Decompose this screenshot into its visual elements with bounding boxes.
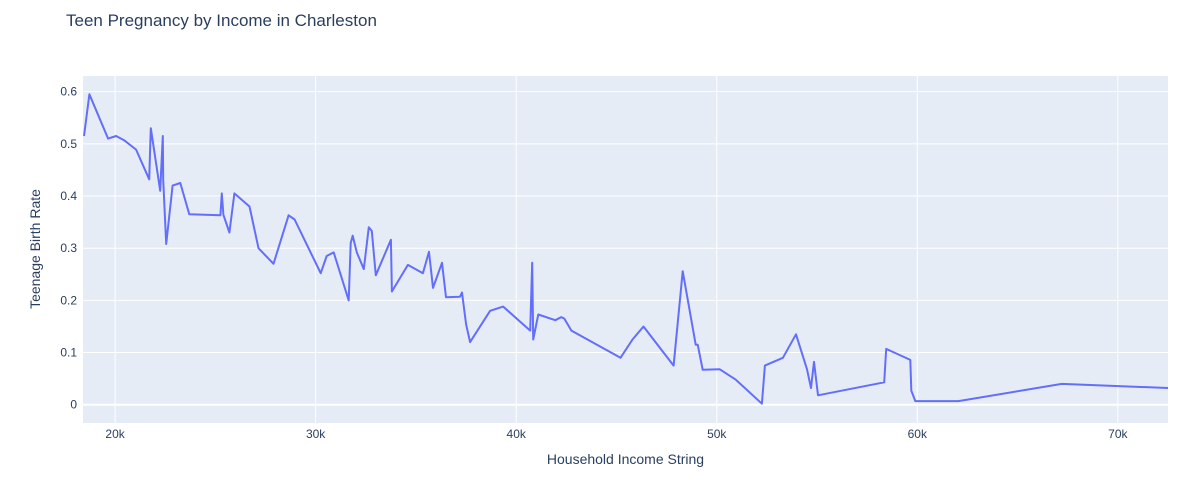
x-tick-label: 60k (908, 427, 928, 441)
grid-lines (83, 76, 1168, 423)
y-tick-label: 0.5 (60, 137, 77, 151)
chart-title: Teen Pregnancy by Income in Charleston (66, 11, 377, 30)
x-tick-label: 70k (1108, 427, 1128, 441)
y-tick-label: 0.1 (60, 346, 77, 360)
x-tick-label: 40k (507, 427, 527, 441)
y-tick-label: 0.4 (60, 189, 77, 203)
series-line (83, 93, 1169, 405)
x-axis-title: Household Income String (547, 451, 704, 467)
y-axis: 0 0.1 0.2 0.3 0.4 0.5 0.6 (60, 85, 77, 412)
y-tick-label: 0.6 (60, 85, 77, 99)
plot-area (83, 76, 1168, 423)
x-tick-label: 20k (105, 427, 125, 441)
y-tick-label: 0.2 (60, 293, 77, 307)
x-tick-label: 30k (306, 427, 326, 441)
x-tick-label: 50k (707, 427, 727, 441)
x-axis: 20k 30k 40k 50k 60k 70k (105, 427, 1128, 441)
y-tick-label: 0.3 (60, 241, 77, 255)
y-axis-title: Teenage Birth Rate (27, 189, 43, 309)
y-tick-label: 0 (70, 398, 77, 412)
